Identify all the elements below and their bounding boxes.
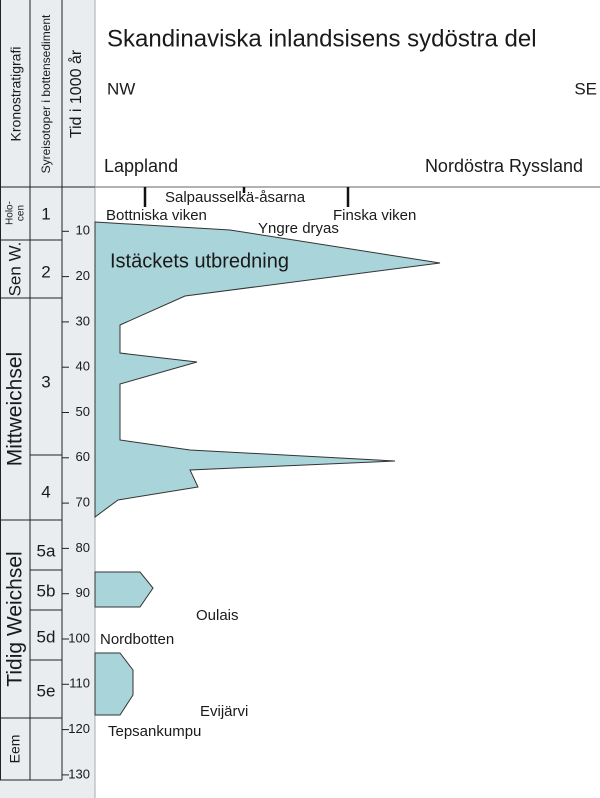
time-tick-label: 60	[76, 449, 90, 464]
isotope-stage: 2	[41, 262, 50, 281]
time-tick-label: 100	[68, 630, 90, 645]
column-header: Tid i 1000 år	[67, 49, 85, 138]
time-tick-label: 70	[76, 495, 90, 510]
time-tick-label: 10	[76, 223, 90, 238]
column-header: Syreisotoper i bottensediment	[39, 14, 53, 173]
direction: SE	[574, 79, 597, 98]
label: Istäckets utbredning	[110, 250, 289, 272]
label: Finska viken	[333, 207, 416, 224]
label: Evijärvi	[200, 703, 248, 720]
time-tick-label: 20	[76, 268, 90, 283]
time-tick-label: 40	[76, 359, 90, 374]
isotope-stage: 3	[41, 372, 50, 391]
time-tick-label: 80	[76, 540, 90, 555]
stage: cen	[16, 205, 27, 221]
time-tick-label: 130	[68, 766, 90, 781]
time-tick-label: 110	[69, 676, 90, 691]
column-lines	[0, 0, 96, 798]
isotope-stage: 1	[41, 204, 50, 223]
column-bg	[0, 0, 95, 798]
direction: NW	[107, 79, 135, 98]
stage: Sen W.	[5, 242, 24, 297]
label: Nordbotten	[100, 631, 174, 648]
time-tick-label: 50	[76, 404, 90, 419]
column-header: Kronostratigrafi	[8, 47, 24, 142]
ice-extent	[94, 221, 441, 716]
isotope-stage: 4	[41, 482, 50, 501]
stage: Eem	[7, 735, 23, 764]
isotope-stage: 5b	[37, 581, 56, 600]
label: Yngre dryas	[258, 220, 339, 237]
stage: Tidig Weichsel	[4, 551, 27, 686]
isotope-stage: 5e	[37, 681, 56, 700]
label: Tepsankumpu	[108, 723, 201, 740]
stage: Holo-	[5, 201, 16, 225]
time-tick-label: 120	[68, 721, 90, 736]
time-tick-label: 30	[76, 313, 90, 328]
isotope-stage: 5d	[37, 627, 56, 646]
label: Bottniska viken	[106, 207, 207, 224]
title: Skandinaviska inlandsisens sydöstra del	[107, 25, 537, 52]
region: Nordöstra Ryssland	[425, 156, 583, 176]
isotope-stage: 5a	[37, 541, 56, 560]
stage: Mittweichsel	[4, 352, 27, 466]
label: Oulais	[196, 607, 239, 624]
region: Lappland	[104, 156, 178, 176]
markers	[143, 187, 350, 207]
time-tick-label: 90	[76, 585, 90, 600]
label: Salpausselkä-åsarna	[165, 189, 306, 206]
